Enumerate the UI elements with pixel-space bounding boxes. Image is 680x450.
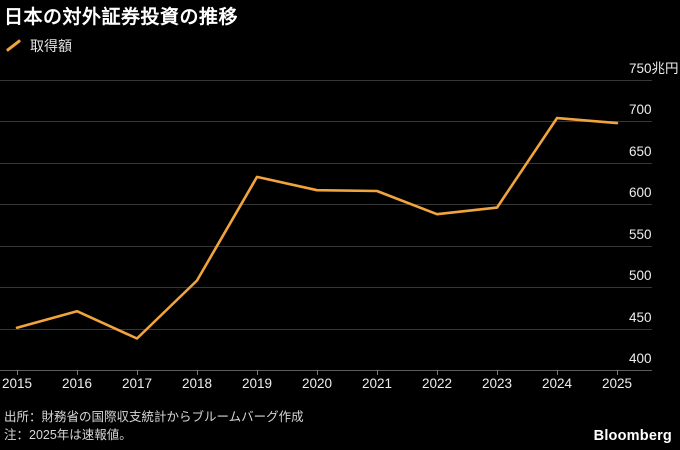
x-axis-tick-label: 2021 (361, 376, 393, 391)
gridline (0, 162, 652, 164)
x-axis-tick (197, 370, 198, 375)
gridline (0, 370, 652, 371)
gridline (0, 121, 652, 123)
x-axis-tick-label: 2025 (601, 376, 633, 391)
y-axis-tick-label: 450 (629, 309, 652, 325)
legend-label: 取得額 (30, 38, 72, 54)
y-axis-tick-label: 550 (629, 226, 652, 242)
x-axis-tick-label: 2015 (1, 376, 33, 391)
gridline (0, 80, 652, 81)
source-note: 出所：財務省の国際収支統計からブルームバーグ作成 (4, 410, 304, 424)
gridline (0, 287, 652, 289)
x-axis-tick-label: 2019 (241, 376, 273, 391)
x-axis-tick-label: 2023 (481, 376, 513, 391)
y-axis-tick-label: 650 (629, 143, 652, 159)
x-axis-tick (257, 370, 258, 375)
y-axis-tick-label: 400 (629, 351, 652, 366)
x-axis-tick-label: 2017 (121, 376, 153, 391)
x-axis-tick (17, 370, 18, 375)
x-axis-tick-label: 2018 (181, 376, 213, 391)
x-axis-tick (437, 370, 438, 375)
x-axis-tick (617, 370, 618, 375)
footnote: 注：2025年は速報値。 (4, 428, 132, 442)
y-axis-tick-label: 700 (629, 102, 652, 118)
gridline (0, 204, 652, 206)
bloomberg-logo: Bloomberg (593, 428, 672, 444)
x-axis-tick-label: 2016 (61, 376, 93, 391)
y-axis-tick-label: 750兆円 (629, 61, 679, 76)
x-axis-tick-label: 2020 (301, 376, 333, 391)
chart-title: 日本の対外証券投資の推移 (4, 7, 239, 28)
x-axis-tick-label: 2024 (541, 376, 573, 391)
y-axis-tick-label: 600 (629, 185, 652, 201)
footer: 出所：財務省の国際収支統計からブルームバーグ作成 注：2025年は速報値。 (4, 408, 304, 444)
x-axis-tick (377, 370, 378, 375)
x-axis-tick (77, 370, 78, 375)
x-axis-tick (317, 370, 318, 375)
y-axis-tick-label: 500 (629, 268, 652, 284)
x-axis-tick-label: 2022 (421, 376, 453, 391)
gridline (0, 245, 652, 247)
x-axis-tick (497, 370, 498, 375)
x-axis-tick (557, 370, 558, 375)
x-axis-tick (137, 370, 138, 375)
gridline (0, 328, 652, 330)
